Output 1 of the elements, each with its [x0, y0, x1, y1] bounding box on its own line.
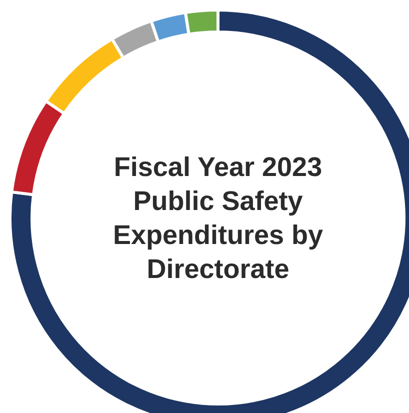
text: Fiscal Year 2023 Public Safety Expenditures by Directorate	[112, 152, 324, 284]
